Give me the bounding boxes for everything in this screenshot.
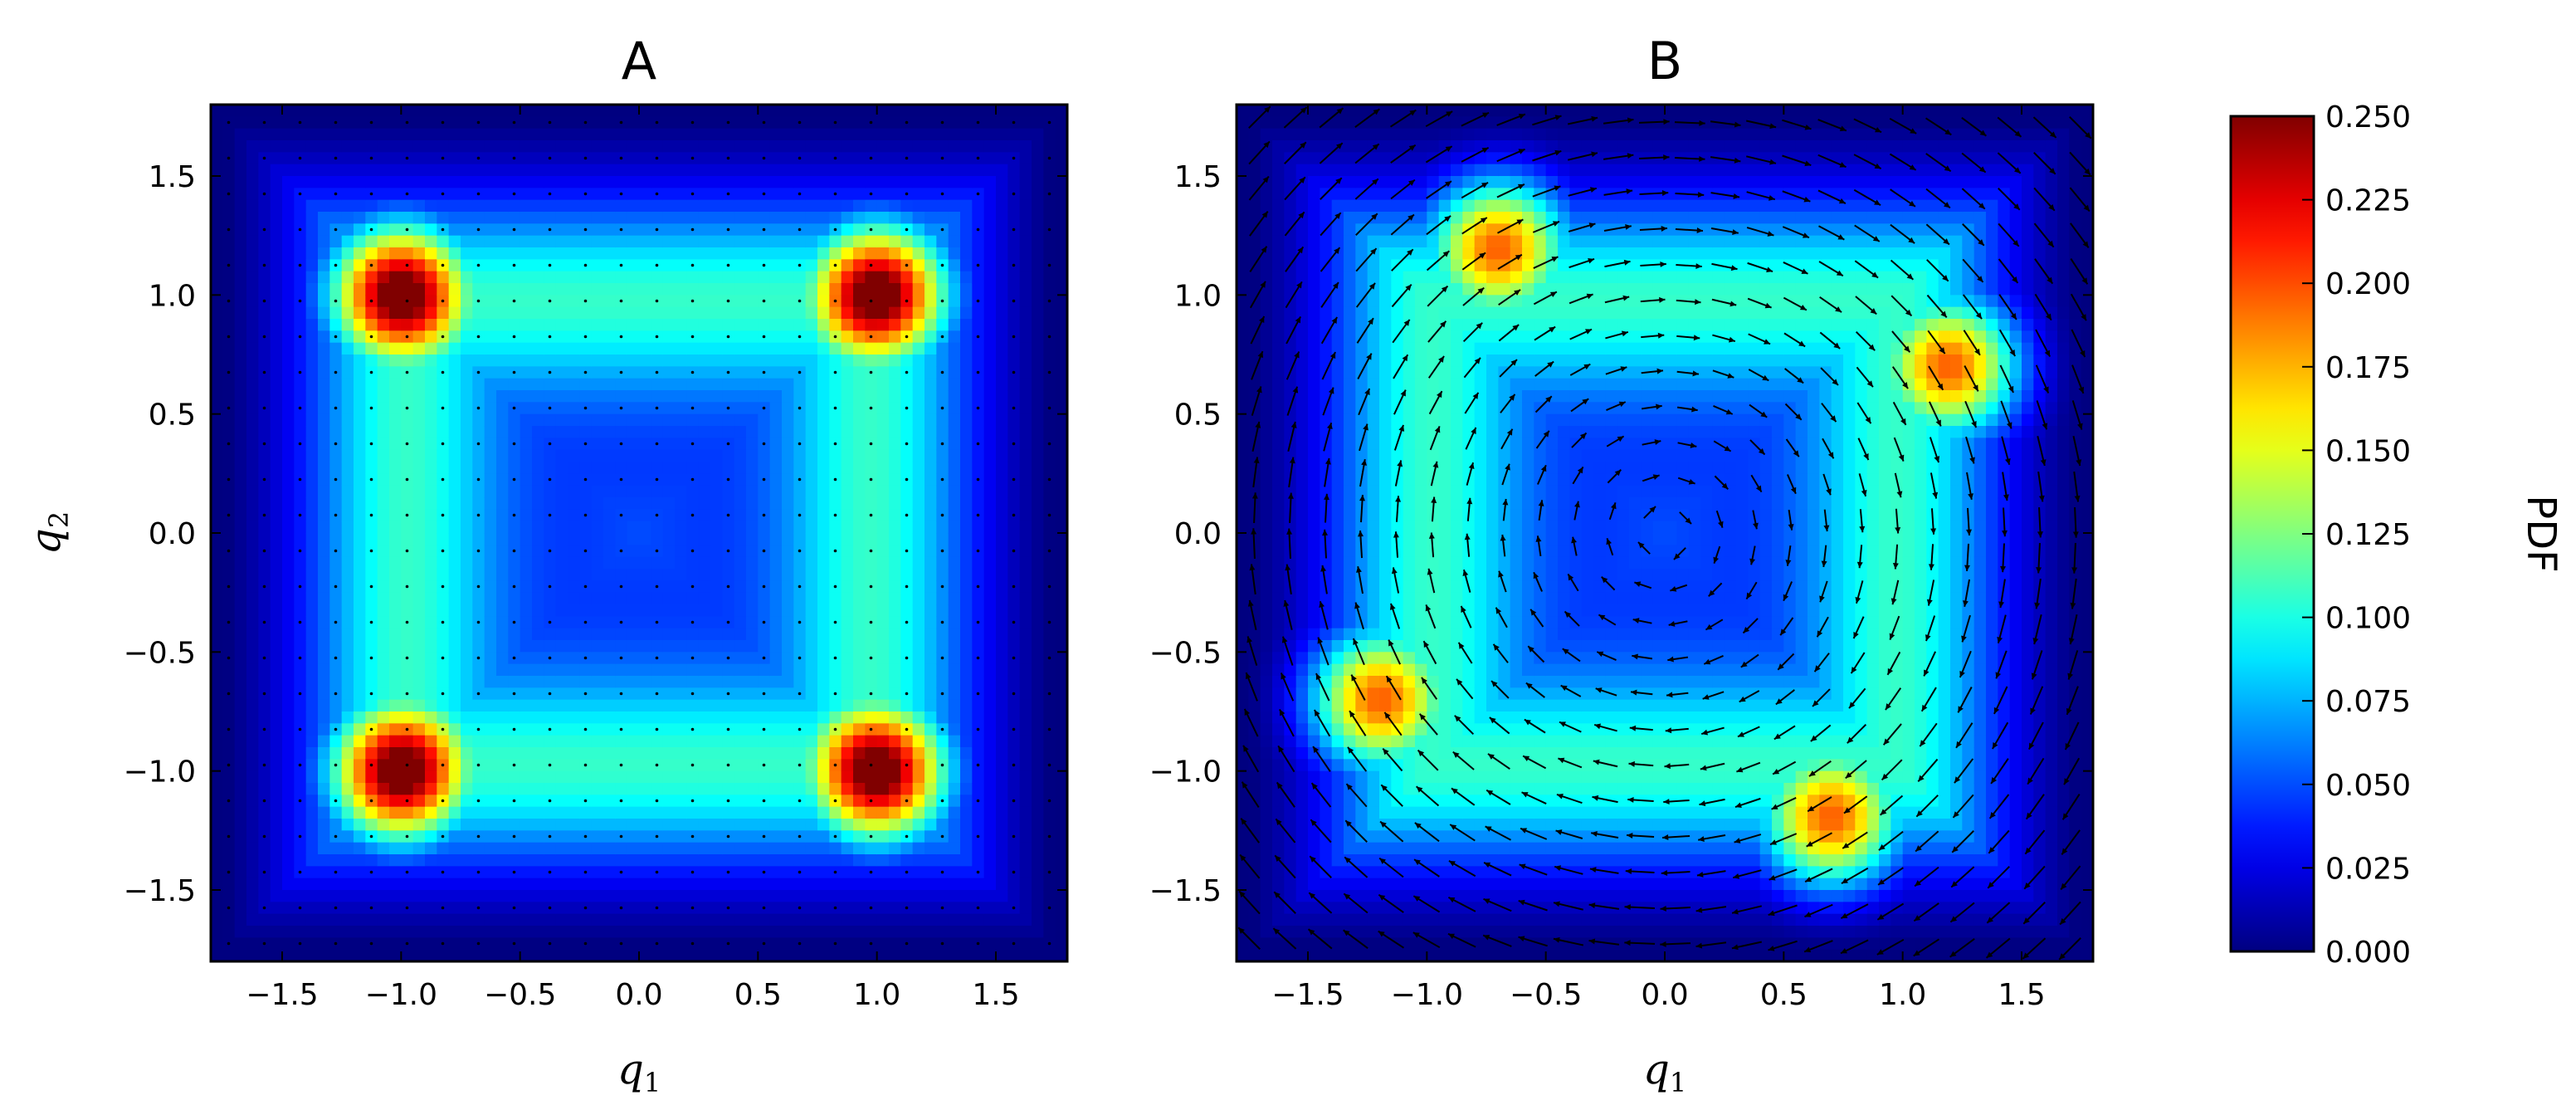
- y-tick-label: −1.5: [1149, 874, 1222, 908]
- y-tick-label: −1.0: [1149, 755, 1222, 790]
- panel-b-vector-field: [1237, 105, 2092, 961]
- panel-b-xlabel: q1: [1643, 1045, 1686, 1098]
- colorbar-tick-label: 0.050: [2325, 769, 2411, 803]
- panel-a-ylabel-sub: 2: [43, 511, 75, 528]
- colorbar-tick-label: 0.100: [2325, 602, 2411, 636]
- x-tick-label: 1.5: [972, 978, 1019, 1012]
- x-tick-label: −1.0: [365, 978, 437, 1012]
- panel-a-y-ticks: −1.5 −1.0 −0.5 0.0 0.5 1.0 1.5: [124, 160, 1067, 908]
- colorbar-tick-label: 0.200: [2325, 267, 2411, 301]
- panel-a: A −1.5 −1.0 −0.5 0.0 0.5 1.0 1.5 −1.5 −1.0 −0.5 0…: [22, 31, 1069, 1098]
- colorbar-tick-label: 0.175: [2325, 351, 2411, 385]
- x-tick-label: 0.5: [734, 978, 782, 1012]
- x-tick-label: −0.5: [484, 978, 556, 1012]
- panel-b-heatmap: [1237, 105, 2094, 962]
- x-tick-label: −1.5: [246, 978, 318, 1012]
- panel-b-x-ticks: −1.5 −1.0 −0.5 0.0 0.5 1.0 1.5: [1271, 105, 2046, 1012]
- panel-a-vector-field: [227, 120, 1051, 946]
- y-tick-label: 1.5: [149, 160, 196, 194]
- y-tick-label: −0.5: [124, 636, 196, 670]
- x-tick-label: −0.5: [1510, 978, 1582, 1012]
- x-tick-label: 1.0: [853, 978, 900, 1012]
- panel-a-xlabel-sub: 1: [644, 1067, 661, 1098]
- y-tick-label: −1.0: [124, 755, 196, 790]
- y-tick-label: 0.5: [1174, 399, 1222, 433]
- x-tick-label: 0.5: [1760, 978, 1808, 1012]
- colorbar-tick-label: 0.150: [2325, 434, 2411, 468]
- panel-a-xlabel-main: q: [617, 1045, 644, 1093]
- panel-a-ylabel: q2: [22, 511, 75, 555]
- panel-b-title: B: [1647, 31, 1683, 91]
- x-tick-label: 1.5: [1998, 978, 2045, 1012]
- y-tick-label: 1.0: [149, 279, 196, 313]
- y-tick-label: 1.5: [1174, 160, 1222, 194]
- x-tick-label: 1.0: [1879, 978, 1926, 1012]
- x-tick-label: −1.0: [1391, 978, 1463, 1012]
- x-tick-label: 0.0: [1641, 978, 1688, 1012]
- colorbar-label: PDF: [2518, 495, 2564, 573]
- panel-a-heatmap: [211, 105, 1068, 962]
- y-tick-label: 0.0: [1174, 517, 1222, 551]
- colorbar-tick-label: 0.025: [2325, 852, 2411, 886]
- colorbar-ticks: 0.000 0.025 0.050 0.075 0.100 0.125 0.150 0.175…: [2302, 100, 2411, 970]
- colorbar-gradient: [2229, 115, 2315, 953]
- x-tick-label: 0.0: [615, 978, 662, 1012]
- panel-b: B −1.5 −1.0 −0.5 0.0 0.5 1.0 1.5 −1.5 −1.0 −0.5 0…: [1149, 31, 2095, 1098]
- y-tick-label: −1.5: [124, 874, 196, 908]
- colorbar-tick-label: 0.075: [2325, 685, 2411, 719]
- panel-a-title: A: [622, 31, 656, 91]
- colorbar-tick-label: 0.125: [2325, 518, 2411, 552]
- x-tick-label: −1.5: [1271, 978, 1344, 1012]
- y-tick-label: 0.0: [149, 517, 196, 551]
- colorbar-tick-label: 0.000: [2325, 936, 2411, 970]
- panel-a-x-ticks: −1.5 −1.0 −0.5 0.0 0.5 1.0 1.5: [246, 105, 1020, 1012]
- y-tick-label: −0.5: [1149, 636, 1222, 670]
- y-tick-label: 1.0: [1174, 279, 1222, 313]
- colorbar-tick-label: 0.225: [2325, 184, 2411, 218]
- colorbar: 0.000 0.025 0.050 0.075 0.100 0.125 0.150 0.175…: [2229, 100, 2564, 970]
- panel-b-xlabel-main: q: [1643, 1045, 1670, 1093]
- y-tick-label: 0.5: [149, 399, 196, 433]
- panel-a-xlabel: q1: [617, 1045, 661, 1098]
- panel-a-ylabel-main: q: [22, 528, 70, 555]
- panel-b-xlabel-sub: 1: [1670, 1067, 1686, 1098]
- colorbar-tick-label: 0.250: [2325, 100, 2411, 134]
- panel-b-y-ticks: −1.5 −1.0 −0.5 0.0 0.5 1.0 1.5: [1149, 160, 2093, 908]
